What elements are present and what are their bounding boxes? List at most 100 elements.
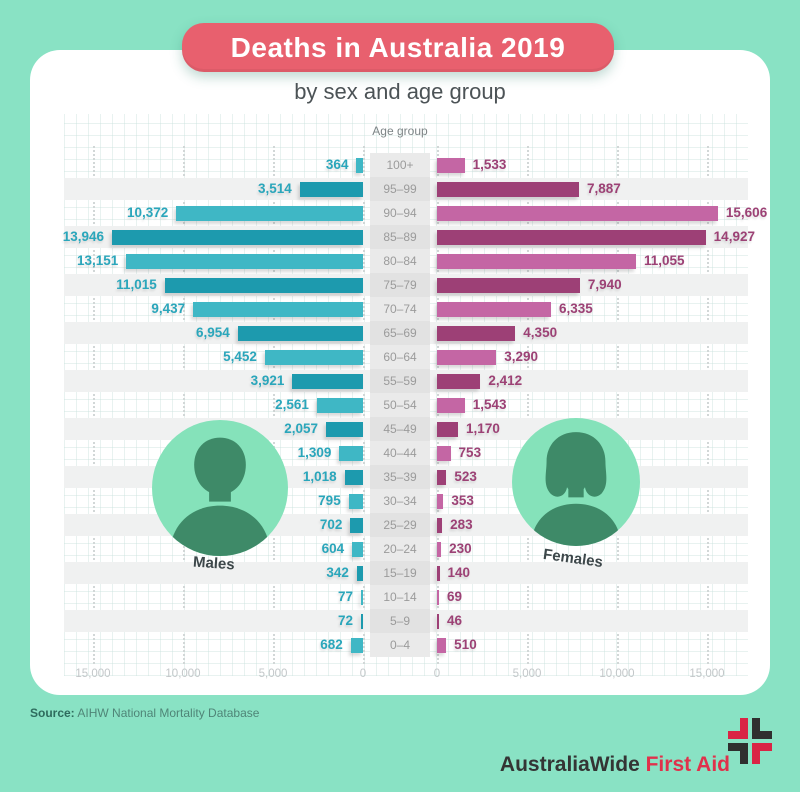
male-value-label: 6,954 [196, 325, 230, 340]
female-value-label: 15,606 [725, 205, 768, 220]
female-bar [437, 181, 579, 197]
logo-quadrant-bottom-right [752, 743, 772, 764]
gridline-left-15000 [93, 146, 95, 664]
pyramid-row-30–34: 795 30–34 353 [30, 489, 770, 513]
age-group-cell: 20–24 [370, 537, 430, 561]
female-value-label: 46 [447, 613, 463, 628]
male-bar [193, 301, 363, 317]
pyramid-row-0–4: 682 0–4 510 [30, 633, 770, 657]
x-tick-right-5000: 5,000 [512, 668, 542, 680]
x-tick-left-15000: 15,000 [75, 668, 111, 680]
age-group-cell: 65–69 [370, 321, 430, 345]
female-value-label: 283 [450, 517, 473, 532]
male-value-label: 72 [337, 613, 353, 628]
age-group-cell: 25–29 [370, 513, 430, 537]
x-tick-right-15000: 15,000 [689, 668, 725, 680]
age-group-cell: 45–49 [370, 417, 430, 441]
age-group-label: 70–74 [383, 302, 417, 316]
male-silhouette-icon [152, 420, 288, 556]
age-group-label: 100+ [386, 158, 414, 172]
age-group-label: 60–64 [383, 350, 417, 364]
age-group-label: 15–19 [383, 566, 417, 580]
male-bar [325, 421, 363, 437]
male-avatar [152, 420, 288, 556]
male-value-label: 2,057 [284, 421, 318, 436]
male-bar [237, 325, 363, 341]
female-value-label: 230 [449, 541, 472, 556]
female-bar [437, 421, 459, 437]
pyramid-row-65–69: 6,954 65–69 4,350 [30, 321, 770, 345]
female-value-label: 69 [447, 589, 463, 604]
age-group-cell: 95–99 [370, 177, 430, 201]
pyramid-row-45–49: 2,057 45–49 1,170 [30, 417, 770, 441]
gridline-left-5000 [273, 146, 275, 664]
pyramid-row-70–74: 9,437 70–74 6,335 [30, 297, 770, 321]
first-aid-cross-logo-icon [728, 718, 772, 764]
age-group-label: 90–94 [383, 206, 417, 220]
female-bar [437, 325, 516, 341]
female-value-label: 7,940 [587, 277, 622, 292]
pyramid-row-15–19: 342 15–19 140 [30, 561, 770, 585]
pyramid-row-80–84: 13,151 80–84 11,055 [30, 249, 770, 273]
female-value-label: 11,055 [643, 253, 685, 268]
pyramid-row-90–94: 10,372 90–94 15,606 [30, 201, 770, 225]
female-bar [437, 349, 497, 365]
female-bar [437, 541, 442, 557]
gridline-right-15000 [707, 146, 709, 664]
pyramid-row-40–44: 1,309 40–44 753 [30, 441, 770, 465]
male-value-label: 604 [321, 541, 345, 556]
male-bar [352, 541, 363, 557]
pyramid-row-10–14: 77 10–14 69 [30, 585, 770, 609]
age-group-label: 5–9 [389, 614, 411, 628]
age-group-label: 45–49 [383, 422, 417, 436]
male-bar [348, 493, 363, 509]
age-group-axis-title: Age group [372, 124, 428, 138]
age-group-cell: 15–19 [370, 561, 430, 585]
age-group-label: 50–54 [383, 398, 417, 412]
age-group-cell: 75–79 [370, 273, 430, 297]
pyramid-row-85–89: 13,946 85–89 14,927 [30, 225, 770, 249]
male-value-label: 13,946 [62, 229, 104, 244]
gridline-right-10000 [617, 146, 619, 664]
male-value-label: 13,151 [77, 253, 119, 268]
pyramid-row-5–9: 72 5–9 46 [30, 609, 770, 633]
female-value-label: 753 [458, 445, 482, 460]
male-bar [316, 397, 363, 413]
x-tick-right-0: 0 [433, 668, 441, 680]
female-bar [437, 589, 439, 605]
female-bar [437, 253, 636, 269]
pyramid-row-75–79: 11,015 75–79 7,940 [30, 273, 770, 297]
female-bar [437, 517, 443, 533]
age-group-label: 75–79 [383, 278, 417, 292]
female-value-label: 14,927 [713, 229, 755, 244]
male-value-label: 10,372 [127, 205, 169, 220]
male-bar [111, 229, 363, 245]
female-bar [437, 397, 465, 413]
age-group-label: 10–14 [383, 590, 417, 604]
male-value-label: 3,514 [257, 181, 292, 196]
pyramid-row-25–29: 702 25–29 283 [30, 513, 770, 537]
source-label: Source: [30, 706, 75, 720]
page-title: Deaths in Australia 2019 [230, 31, 566, 63]
source-text: AIHW National Mortality Database [74, 706, 260, 720]
male-value-label: 682 [320, 637, 343, 652]
brand-name-part2-text: First Aid [645, 753, 730, 776]
female-bar [437, 565, 440, 581]
x-tick-left-10000: 10,000 [165, 668, 201, 680]
age-group-label: 30–34 [383, 494, 417, 508]
age-group-cell: 40–44 [370, 441, 430, 465]
age-group-cell: 30–34 [370, 489, 430, 513]
page-subtitle: by sex and age group [294, 79, 506, 104]
female-silhouette-icon [512, 418, 640, 546]
male-value-label: 795 [318, 493, 341, 508]
title-banner: Deaths in Australia 2019 [182, 23, 614, 72]
male-value-label: 1,309 [297, 445, 332, 460]
age-group-cell: 10–14 [370, 585, 430, 609]
age-group-label: 85–89 [383, 230, 417, 244]
male-bar [164, 277, 363, 293]
female-bar [437, 469, 447, 485]
age-group-cell: 100+ [370, 153, 430, 177]
female-value-label: 1,533 [472, 157, 507, 172]
logo-quadrant-bottom-left [728, 743, 748, 764]
male-bar [350, 517, 363, 533]
